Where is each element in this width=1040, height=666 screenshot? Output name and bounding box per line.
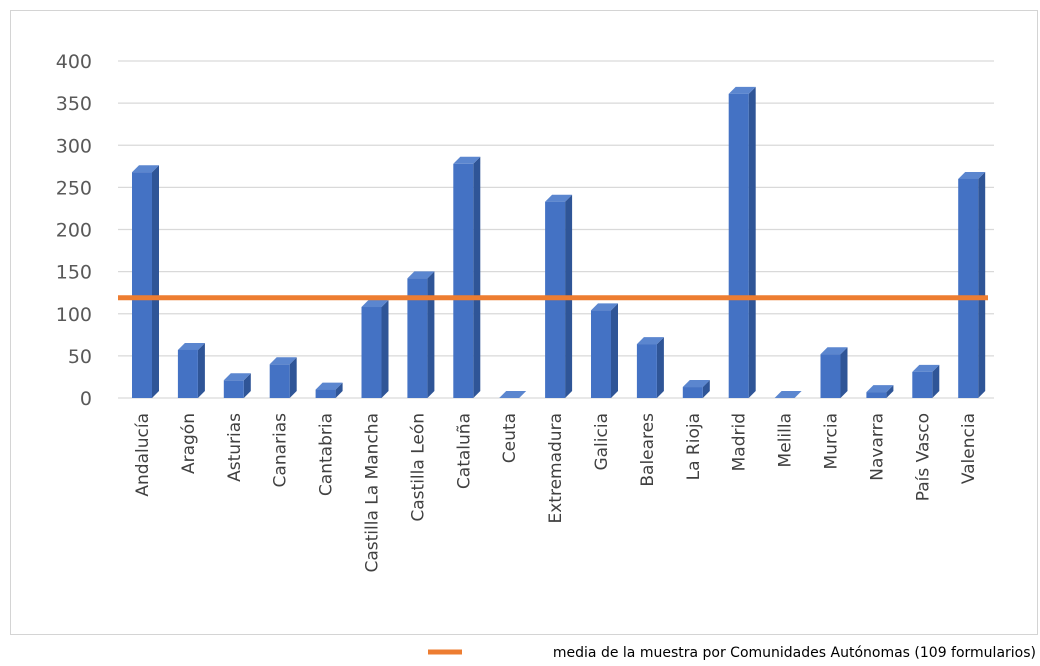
bar <box>224 373 251 398</box>
bar-side <box>657 337 664 398</box>
y-tick-label: 50 <box>68 346 92 368</box>
bar-top <box>775 391 802 398</box>
bar-front <box>637 344 657 398</box>
bar-front <box>912 372 932 398</box>
legend: media de la muestra por Comunidades Autó… <box>428 645 1036 661</box>
bar <box>775 391 802 398</box>
bar-front <box>958 179 978 398</box>
bar-front <box>178 350 198 398</box>
y-tick-label: 250 <box>56 177 92 199</box>
y-tick-label: 400 <box>56 51 92 73</box>
bar-side <box>198 343 205 398</box>
bar-front <box>224 380 244 398</box>
bar <box>958 172 985 398</box>
y-tick-label: 0 <box>80 388 92 410</box>
bar-front <box>453 164 473 398</box>
bar <box>683 380 710 398</box>
bar-side <box>473 157 480 398</box>
x-tick-label: Castilla León <box>408 413 428 522</box>
x-tick-label: Ceuta <box>500 413 520 463</box>
bar <box>270 357 297 398</box>
bar-side <box>382 300 389 398</box>
bar-top <box>499 391 526 398</box>
bar-side <box>611 303 618 398</box>
x-axis-labels: Andalucía Aragón Asturias Canarias Cantabria… <box>133 413 979 573</box>
y-axis-ticks: 400 350 300 250 200 150 100 50 0 <box>56 51 92 410</box>
bar <box>362 300 389 398</box>
legend-label: media de la muestra por Comunidades Autó… <box>553 645 1036 661</box>
bar-side <box>749 87 756 398</box>
bar-side <box>427 271 434 398</box>
x-tick-label: Baleares <box>638 413 658 487</box>
bar-front <box>683 387 703 398</box>
x-tick-label: Cantabria <box>317 413 337 496</box>
y-tick-label: 300 <box>56 135 92 157</box>
x-tick-label: País Vasco <box>913 413 933 501</box>
bar-side <box>290 357 297 398</box>
bar <box>316 383 343 398</box>
y-tick-label: 150 <box>56 262 92 284</box>
bar <box>912 365 939 398</box>
x-tick-label: Melilla <box>776 413 796 467</box>
bar-side <box>152 165 159 398</box>
bar <box>407 271 434 398</box>
bar <box>821 347 848 398</box>
bar-front <box>316 390 336 398</box>
x-tick-label: Aragón <box>179 413 199 474</box>
x-tick-label: Galicia <box>592 413 612 471</box>
x-tick-label: Canarias <box>271 413 291 488</box>
x-tick-label: Castilla La Mancha <box>363 413 383 573</box>
bar <box>591 303 618 398</box>
x-tick-label: Valencia <box>959 413 979 484</box>
bar-side <box>978 172 985 398</box>
bar <box>729 87 756 398</box>
bar <box>132 165 159 398</box>
bar-front <box>729 94 749 398</box>
bar-front <box>132 172 152 398</box>
x-tick-label: Madrid <box>730 413 750 471</box>
bar-front <box>821 354 841 398</box>
x-tick-label: Extremadura <box>546 413 566 524</box>
x-tick-label: Cataluña <box>454 413 474 489</box>
bar <box>499 391 526 398</box>
bar <box>637 337 664 398</box>
x-tick-label: Murcia <box>822 413 842 470</box>
y-tick-label: 100 <box>56 304 92 326</box>
bar-front <box>591 310 611 398</box>
bar-front <box>270 364 290 398</box>
bar <box>453 157 480 398</box>
x-tick-label: Andalucía <box>133 413 153 497</box>
y-tick-label: 350 <box>56 93 92 115</box>
bar <box>866 385 893 398</box>
bars <box>132 87 985 398</box>
bar-front <box>866 392 886 398</box>
bar <box>178 343 205 398</box>
bar-front <box>362 307 382 398</box>
x-tick-label: Asturias <box>225 413 245 482</box>
x-tick-label: Navarra <box>867 413 887 481</box>
y-tick-label: 200 <box>56 220 92 242</box>
x-tick-label: La Rioja <box>684 413 704 480</box>
bar-side <box>841 347 848 398</box>
